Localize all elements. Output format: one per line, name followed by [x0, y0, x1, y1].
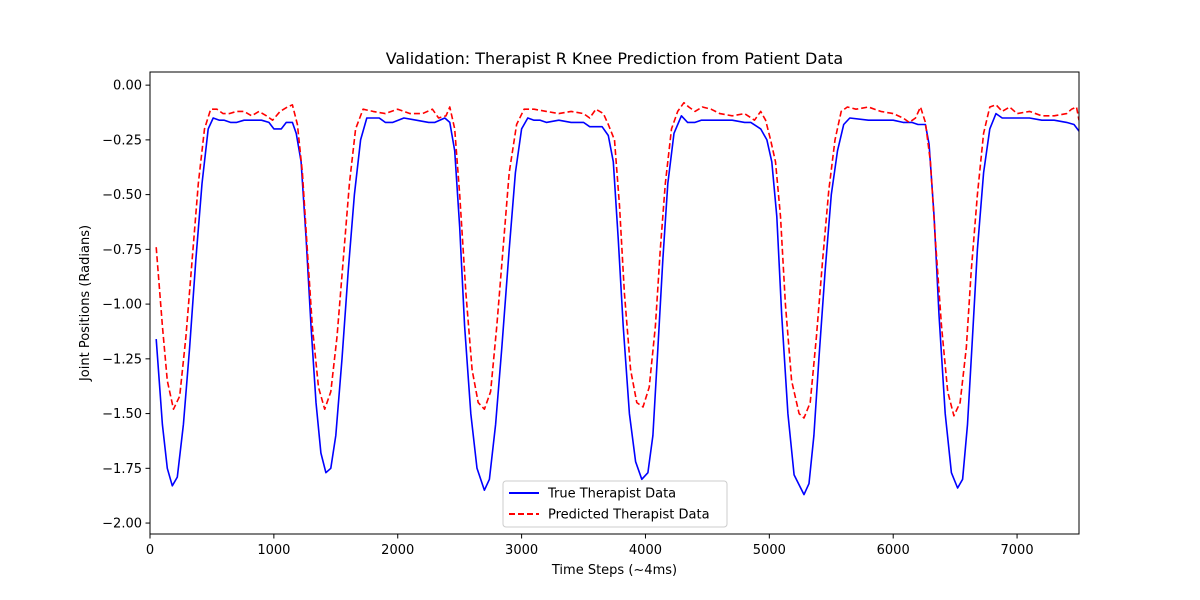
plot-frame: [149, 71, 1080, 535]
x-tick-label: 7000: [1001, 543, 1034, 558]
y-tick-label: −1.00: [102, 298, 142, 313]
y-tick-label: −1.75: [102, 462, 142, 477]
y-tick-label: −0.50: [102, 188, 142, 203]
legend-label-predicted: Predicted Therapist Data: [548, 508, 710, 523]
x-tick-label: 6000: [877, 543, 910, 558]
legend-box: [502, 480, 728, 528]
y-tick-label: −0.25: [102, 133, 142, 148]
y-tick-label: −2.00: [102, 517, 142, 532]
plot-area: [149, 71, 1080, 535]
x-tick-label: 1000: [257, 543, 290, 558]
x-axis-label: Time Steps (~4ms): [551, 563, 677, 578]
series-line-true-therapist: [155, 112, 1079, 496]
legend-label-true: True Therapist Data: [547, 487, 676, 502]
y-tick-label: 0.00: [113, 79, 142, 94]
y-axis-label: Joint Positions (Radians): [78, 225, 93, 382]
y-tick-label: −1.25: [102, 352, 142, 367]
x-tick-label: 3000: [505, 543, 538, 558]
y-tick-label: −0.75: [102, 243, 142, 258]
legend: True Therapist Data Predicted Therapist …: [502, 480, 728, 528]
y-axis: 0.00 −0.25 −0.50 −0.75 −1.00 −1.25 −1.50 −1.75 −…: [102, 79, 150, 532]
x-axis: 0 1000 2000 3000 4000 5000 6000 7000: [146, 534, 1034, 558]
x-tick-label: 0: [146, 543, 154, 558]
x-tick-label: 2000: [381, 543, 414, 558]
chart-title: Validation: Therapist R Knee Prediction …: [386, 49, 843, 68]
x-tick-label: 5000: [753, 543, 786, 558]
y-tick-label: −1.50: [102, 407, 142, 422]
series-line-predicted-therapist: [155, 101, 1079, 419]
x-tick-label: 4000: [629, 543, 662, 558]
